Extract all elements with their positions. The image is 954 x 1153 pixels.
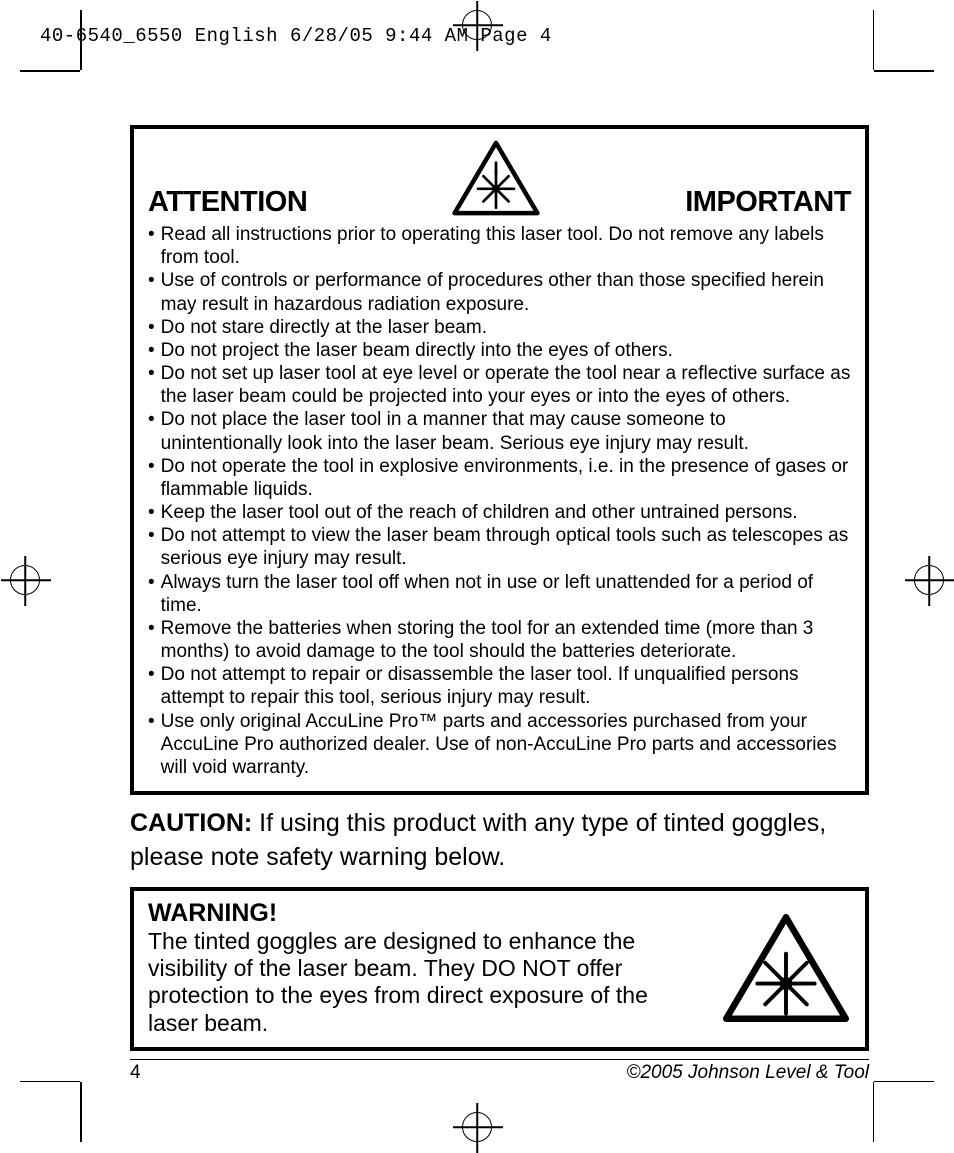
bullet-text: Do not attempt to view the laser beam th… <box>161 524 851 570</box>
bullet-text: Read all instructions prior to operating… <box>161 223 851 269</box>
bullet-dot-icon: • <box>148 455 161 501</box>
laser-warning-triangle-icon <box>451 139 541 217</box>
attention-bullet: •Do not operate the tool in explosive en… <box>148 455 851 501</box>
bullet-dot-icon: • <box>148 339 161 362</box>
bullet-text: Use only original AccuLine Pro™ parts an… <box>161 710 851 780</box>
attention-bullets: •Read all instructions prior to operatin… <box>148 223 851 779</box>
footer-rule <box>130 1059 869 1060</box>
bullet-dot-icon: • <box>148 710 161 780</box>
bullet-dot-icon: • <box>148 663 161 709</box>
attention-bullet: •Read all instructions prior to operatin… <box>148 223 851 269</box>
bullet-text: Always turn the laser tool off when not … <box>161 571 851 617</box>
bullet-dot-icon: • <box>148 571 161 617</box>
attention-bullet: •Use of controls or performance of proce… <box>148 269 851 315</box>
attention-bullet: •Do not set up laser tool at eye level o… <box>148 362 851 408</box>
bullet-text: Do not operate the tool in explosive env… <box>161 455 851 501</box>
bullet-text: Do not attempt to repair or disassemble … <box>161 663 851 709</box>
bullet-dot-icon: • <box>148 524 161 570</box>
bullet-dot-icon: • <box>148 223 161 269</box>
attention-bullet: •Use only original AccuLine Pro™ parts a… <box>148 710 851 780</box>
attention-header: ATTENTION IMPORTANT <box>148 139 851 219</box>
attention-bullet: •Always turn the laser tool off when not… <box>148 571 851 617</box>
trim-mark-icon <box>874 70 934 72</box>
trim-mark-icon <box>80 1082 82 1142</box>
bullet-text: Do not project the laser beam directly i… <box>161 339 851 362</box>
attention-bullet: •Do not project the laser beam directly … <box>148 339 851 362</box>
bullet-dot-icon: • <box>148 408 161 454</box>
attention-bullet: •Remove the batteries when storing the t… <box>148 617 851 663</box>
bullet-text: Keep the laser tool out of the reach of … <box>161 501 851 524</box>
attention-bullet: •Do not attempt to repair or disassemble… <box>148 663 851 709</box>
trim-mark-icon <box>873 1082 875 1142</box>
warning-text: The tinted goggles are designed to enhan… <box>148 928 648 1035</box>
registration-mark-bottom-icon <box>462 1112 492 1142</box>
registration-mark-left-icon <box>10 565 40 595</box>
caution-paragraph: CAUTION: If using this product with any … <box>130 807 869 875</box>
bullet-dot-icon: • <box>148 362 161 408</box>
page-body: ATTENTION IMPORTANT •Read <box>130 125 869 1002</box>
bullet-text: Remove the batteries when storing the to… <box>161 617 851 663</box>
bullet-text: Use of controls or performance of proced… <box>161 269 851 315</box>
bullet-text: Do not place the laser tool in a manner … <box>161 408 851 454</box>
attention-bullet: •Do not attempt to view the laser beam t… <box>148 524 851 570</box>
warning-box: WARNING! The tinted goggles are designed… <box>130 887 869 1051</box>
trim-mark-icon <box>20 70 80 72</box>
copyright: ©2005 Johnson Level & Tool <box>626 1062 869 1084</box>
bullet-dot-icon: • <box>148 501 161 524</box>
laser-warning-triangle-icon <box>721 912 851 1024</box>
bullet-dot-icon: • <box>148 617 161 663</box>
trim-mark-icon <box>874 1081 934 1083</box>
attention-bullet: •Do not stare directly at the laser beam… <box>148 316 851 339</box>
attention-heading-right: IMPORTANT <box>685 186 851 219</box>
bullet-text: Do not stare directly at the laser beam. <box>161 316 851 339</box>
caution-label: CAUTION: <box>130 809 252 837</box>
warning-label: WARNING! <box>148 899 277 927</box>
registration-mark-top-icon <box>462 10 492 40</box>
trim-mark-icon <box>873 10 875 70</box>
bullet-dot-icon: • <box>148 316 161 339</box>
registration-mark-right-icon <box>914 565 944 595</box>
trim-mark-icon <box>20 1081 80 1083</box>
warning-text-block: WARNING! The tinted goggles are designed… <box>148 899 703 1037</box>
attention-box: ATTENTION IMPORTANT •Read <box>130 125 869 795</box>
bullet-text: Do not set up laser tool at eye level or… <box>161 362 851 408</box>
page-footer: 4 ©2005 Johnson Level & Tool <box>130 1062 869 1084</box>
page-number: 4 <box>130 1062 141 1084</box>
bullet-dot-icon: • <box>148 269 161 315</box>
trim-mark-icon <box>80 10 82 70</box>
attention-bullet: •Do not place the laser tool in a manner… <box>148 408 851 454</box>
attention-bullet: •Keep the laser tool out of the reach of… <box>148 501 851 524</box>
attention-heading-left: ATTENTION <box>148 186 307 219</box>
